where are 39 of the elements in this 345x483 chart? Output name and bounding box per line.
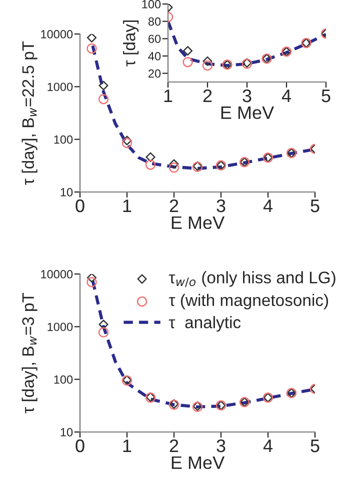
y-tick-label: 100 <box>142 0 161 8</box>
x-tick-label: 0 <box>76 439 84 452</box>
x-axis-title: E MeV <box>221 106 274 120</box>
legend-label: τ$_{w/o}$ (only hiss and LG) <box>168 271 336 288</box>
y-tick-label: 10000 <box>41 270 73 278</box>
y-tick-label: 80 <box>148 17 161 26</box>
x-axis-title: E MeV <box>172 216 225 230</box>
x-tick-label: 3 <box>242 89 252 102</box>
y-tick-label: 10000 <box>41 30 73 38</box>
y-axis-title: τ [day], B$_{w}$=3 pT <box>22 292 38 414</box>
y-tick-label: 40 <box>148 52 161 60</box>
x-tick-label: 3 <box>216 199 226 212</box>
x-tick-label: 1 <box>164 90 172 102</box>
x-axis-title: E MeV <box>172 456 225 470</box>
x-tick-label: 2 <box>170 439 178 452</box>
x-tick-label: 5 <box>310 440 320 452</box>
y-axis-title: τ [day] <box>123 20 139 66</box>
x-tick-label: 4 <box>263 200 272 212</box>
y-tick-label: 10 <box>60 188 73 196</box>
x-tick-label: 2 <box>170 199 178 212</box>
legend-label: τ analytic <box>168 316 241 332</box>
x-tick-label: 2 <box>203 89 212 102</box>
x-tick-label: 3 <box>216 439 226 452</box>
x-tick-label: 4 <box>263 440 272 452</box>
x-tick-label: 1 <box>123 440 132 452</box>
y-axis-title: τ [day], B$_{w}$=22.5 pT <box>22 41 38 185</box>
y-tick-label: 100 <box>54 375 73 384</box>
y-tick-label: 1000 <box>48 82 73 92</box>
x-tick-label: 5 <box>310 200 320 212</box>
y-tick-label: 10 <box>60 428 73 436</box>
x-tick-label: 5 <box>322 90 330 102</box>
legend-label: τ (with magnetosonic) <box>168 294 328 310</box>
y-tick-label: 20 <box>148 69 161 78</box>
x-tick-label: 0 <box>76 199 84 212</box>
x-tick-label: 4 <box>282 90 291 102</box>
x-tick-label: 1 <box>123 200 132 212</box>
y-tick-label: 100 <box>54 135 73 144</box>
y-tick-label: 1000 <box>48 322 73 332</box>
y-tick-label: 60 <box>148 34 161 44</box>
